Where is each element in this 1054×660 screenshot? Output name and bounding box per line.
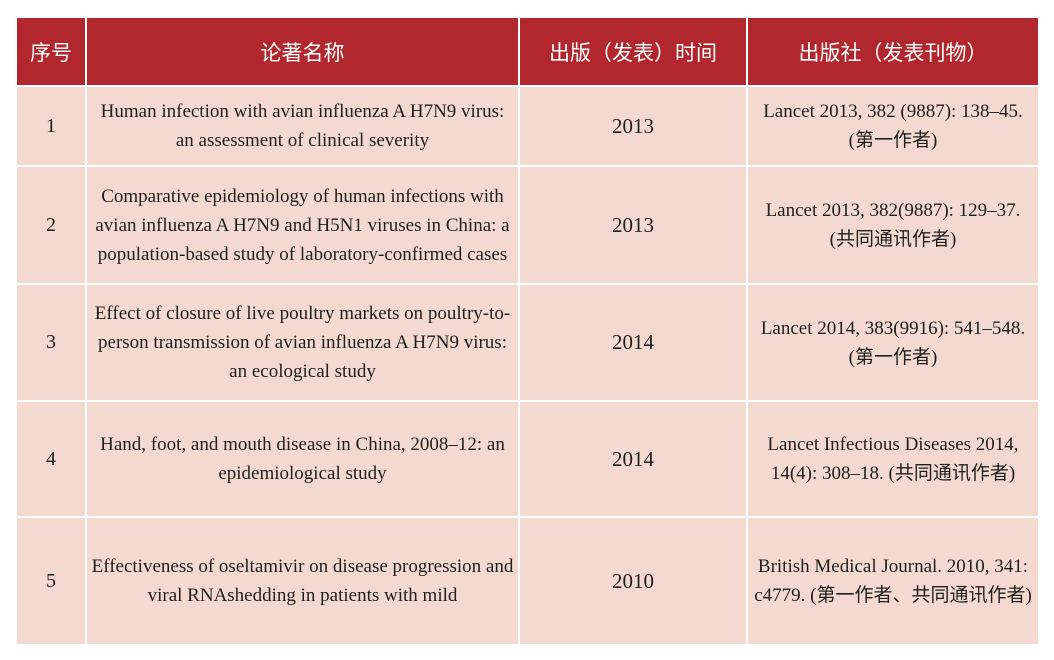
row-number: 1 [15, 85, 87, 167]
table-row: 4 Hand, foot, and mouth disease in China… [15, 400, 1040, 518]
row-number: 2 [15, 165, 87, 285]
row-year: 2013 [518, 85, 748, 167]
row-number: 5 [15, 516, 87, 646]
table-header-row: 序号 论著名称 出版（发表）时间 出版社（发表刊物） [15, 16, 1040, 87]
table-row: 5 Effectiveness of oseltamivir on diseas… [15, 516, 1040, 646]
table-row: 3 Effect of closure of live poultry mark… [15, 283, 1040, 402]
publications-table: 序号 论著名称 出版（发表）时间 出版社（发表刊物） 1 Human infec… [15, 16, 1040, 646]
row-journal: Lancet 2014, 383(9916): 541–548. (第一作者) [746, 283, 1040, 402]
row-year: 2013 [518, 165, 748, 285]
table-row: 2 Comparative epidemiology of human infe… [15, 165, 1040, 285]
row-title: Comparative epidemiology of human infect… [85, 165, 520, 285]
row-journal: Lancet Infectious Diseases 2014, 14(4): … [746, 400, 1040, 518]
row-year: 2014 [518, 400, 748, 518]
row-year: 2014 [518, 283, 748, 402]
row-number: 4 [15, 400, 87, 518]
row-title: Human infection with avian influenza A H… [85, 85, 520, 167]
row-journal: Lancet 2013, 382(9887): 129–37. (共同通讯作者) [746, 165, 1040, 285]
row-title: Hand, foot, and mouth disease in China, … [85, 400, 520, 518]
row-title: Effect of closure of live poultry market… [85, 283, 520, 402]
table-row: 1 Human infection with avian influenza A… [15, 85, 1040, 167]
header-year: 出版（发表）时间 [518, 16, 748, 87]
row-year: 2010 [518, 516, 748, 646]
row-journal: British Medical Journal. 2010, 341: c477… [746, 516, 1040, 646]
header-number: 序号 [15, 16, 87, 87]
header-title: 论著名称 [85, 16, 520, 87]
row-number: 3 [15, 283, 87, 402]
header-journal: 出版社（发表刊物） [746, 16, 1040, 87]
row-title: Effectiveness of oseltamivir on disease … [85, 516, 520, 646]
row-journal: Lancet 2013, 382 (9887): 138–45. (第一作者) [746, 85, 1040, 167]
